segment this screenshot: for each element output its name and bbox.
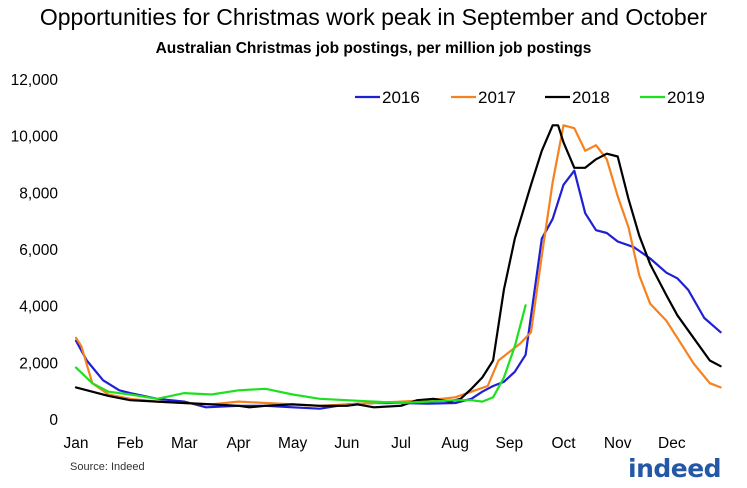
y-tick-label: 2,000 [19, 355, 58, 372]
x-tick-label: Jun [334, 435, 359, 452]
y-tick-label: 6,000 [19, 242, 58, 259]
x-tick-label: Dec [658, 435, 686, 452]
legend-label-2019: 2019 [667, 88, 705, 107]
series-line-2018 [74, 124, 722, 409]
x-axis: Jan Feb Mar Apr May Jun Jul Aug Sep Oct Nov Dec [64, 435, 686, 452]
chart-title: Opportunities for Christmas work peak in… [39, 4, 708, 30]
series-line-2017 [74, 124, 722, 407]
y-tick-label: 8,000 [19, 185, 58, 202]
x-tick-label: Apr [226, 435, 250, 452]
x-tick-label: Aug [441, 435, 469, 452]
chart-subtitle: Australian Christmas job postings, per m… [155, 40, 592, 57]
x-tick-label: Nov [604, 435, 632, 452]
y-tick-label: 12,000 [11, 72, 59, 89]
legend: 2016 2017 2018 2019 [355, 88, 705, 107]
x-tick-label: Jan [64, 435, 89, 452]
x-tick-label: Oct [551, 435, 576, 452]
y-tick-label: 10,000 [11, 129, 59, 146]
series-layer [74, 124, 722, 410]
series-line-2016 [74, 169, 722, 410]
x-tick-label: Feb [117, 435, 144, 452]
y-tick-label: 0 [49, 412, 58, 429]
y-axis: 0 2,000 4,000 6,000 8,000 10,000 12,000 [11, 72, 59, 429]
y-tick-label: 4,000 [19, 299, 58, 316]
x-tick-label: Jul [391, 435, 411, 452]
legend-label-2018: 2018 [572, 88, 610, 107]
x-tick-label: May [278, 435, 308, 452]
source-note: Source: Indeed [70, 461, 145, 473]
legend-label-2017: 2017 [478, 88, 516, 107]
series-line-2019 [74, 304, 527, 405]
x-tick-label: Sep [496, 435, 524, 452]
indeed-logo: indeed [628, 454, 722, 483]
x-tick-label: Mar [171, 435, 198, 452]
legend-label-2016: 2016 [382, 88, 420, 107]
